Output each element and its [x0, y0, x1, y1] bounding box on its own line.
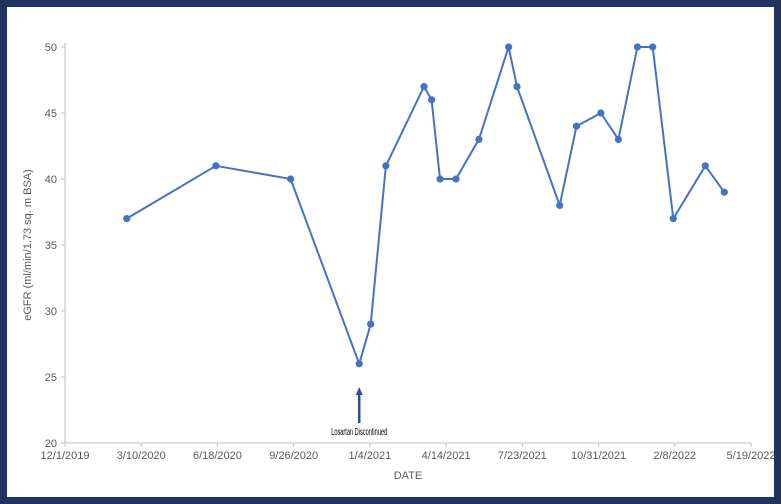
data-point: [633, 43, 642, 51]
data-point: [572, 122, 581, 130]
x-tick-label: 4/14/2021: [422, 450, 471, 462]
x-tick-label: 1/4/2021: [348, 450, 391, 462]
y-axis-title: eGFR (ml/min/1.73 sq. m BSA): [22, 169, 34, 321]
data-point: [669, 215, 677, 223]
x-tick-label: 2/8/2022: [653, 450, 696, 462]
data-point: [701, 162, 709, 170]
y-tick-label: 25: [45, 372, 57, 384]
data-point: [367, 320, 375, 328]
data-point: [513, 83, 521, 91]
data-point: [428, 96, 436, 104]
x-tick-label: 10/31/2021: [571, 450, 626, 462]
data-point: [436, 175, 444, 183]
chart-frame: 20 25 30 35 40 45 50 12/1/2019 3/10/2020 6/18/20…: [7, 7, 774, 497]
annotation-label: Losartan Discontinued: [331, 427, 387, 438]
data-point: [420, 83, 428, 91]
annotation-arrowhead: [355, 387, 363, 395]
data-point: [123, 215, 131, 223]
data-point: [452, 175, 460, 183]
x-tick-label: 5/19/2022: [727, 450, 774, 462]
x-tick-label: 6/18/2020: [193, 450, 242, 462]
data-point: [649, 43, 657, 51]
y-tick-label: 35: [45, 240, 57, 252]
x-tick-label: 3/10/2020: [117, 450, 166, 462]
data-point: [597, 109, 605, 117]
data-point: [556, 201, 564, 209]
y-tick-label: 30: [45, 306, 57, 318]
y-tick-label: 50: [45, 42, 57, 54]
y-tick-label: 20: [45, 438, 57, 450]
x-axis-title: DATE: [394, 470, 423, 482]
data-point: [287, 175, 295, 183]
x-tick-label: 12/1/2019: [41, 450, 90, 462]
data-point: [720, 188, 728, 196]
data-point: [355, 360, 363, 368]
data-point: [614, 135, 622, 143]
data-point: [475, 135, 483, 143]
y-tick-label: 45: [45, 108, 57, 120]
egfr-line-chart: 20 25 30 35 40 45 50 12/1/2019 3/10/2020 6/18/20…: [22, 42, 774, 482]
x-tick-label: 7/23/2021: [498, 450, 547, 462]
y-tick-label: 40: [45, 174, 57, 186]
x-tick-label: 9/26/2020: [269, 450, 318, 462]
data-point: [212, 162, 220, 170]
series-line: [126, 46, 726, 365]
data-point: [382, 162, 390, 170]
data-point: [505, 43, 513, 51]
